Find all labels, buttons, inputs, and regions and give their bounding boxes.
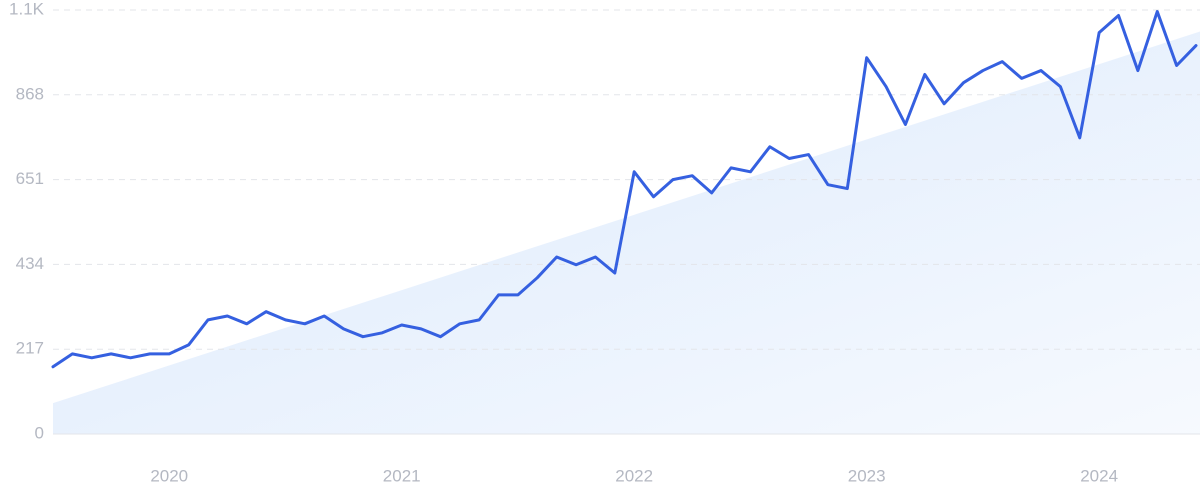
x-tick-label: 2023 [848, 466, 886, 485]
x-tick-label: 2020 [150, 466, 188, 485]
series-line [51, 10, 1198, 369]
y-tick-label: 651 [16, 169, 44, 188]
x-tick-label: 2024 [1080, 466, 1118, 485]
y-tick-label: 0 [35, 423, 44, 442]
x-tick-label: 2022 [615, 466, 653, 485]
x-tick-label: 2021 [383, 466, 421, 485]
trend-area [53, 31, 1200, 434]
y-tick-label: 217 [16, 339, 44, 358]
y-tick-label: 434 [16, 254, 44, 273]
y-tick-label: 868 [16, 84, 44, 103]
y-tick-label: 1.1K [9, 0, 45, 18]
